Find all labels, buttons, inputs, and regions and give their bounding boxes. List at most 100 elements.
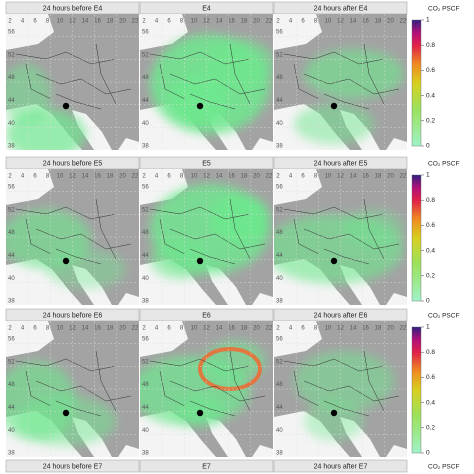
colorbar-tick-label: 0.2: [426, 425, 435, 432]
colorbar-tick-label: 0: [426, 450, 430, 457]
border: [363, 198, 385, 260]
sea: [274, 169, 322, 205]
lon-label: 20: [119, 174, 126, 180]
lon-label: 16: [362, 174, 369, 180]
sea: [206, 265, 246, 305]
colorbar: [411, 19, 422, 147]
lat-label: 56: [276, 185, 283, 191]
lon-label: 6: [33, 19, 37, 25]
border: [283, 206, 385, 220]
sea: [274, 14, 322, 50]
lon-label: 22: [132, 326, 139, 332]
border: [363, 43, 385, 105]
site-marker: [196, 257, 204, 265]
colorbar-label: CO₂ PSCF: [428, 313, 459, 320]
sea: [118, 293, 139, 305]
plume: [294, 351, 394, 441]
lat-label: 40: [8, 121, 15, 127]
lon-label: 18: [107, 174, 114, 180]
lon-label: 18: [375, 174, 382, 180]
map: 2 4 6 8 10 12 14 16 18 20 22 56 52 48 44 40 38: [274, 169, 407, 305]
lon-label: 16: [228, 19, 235, 25]
lat-label: 52: [142, 52, 149, 58]
border: [293, 218, 320, 255]
panel-title: E7: [202, 463, 211, 470]
lon-label: 20: [253, 174, 260, 180]
lon-label: 20: [387, 19, 394, 25]
lon-label: 10: [57, 326, 64, 332]
border: [55, 248, 102, 265]
lon-label: 18: [241, 326, 248, 332]
lon-label: 14: [82, 174, 89, 180]
lat-label: 52: [8, 52, 15, 58]
border: [229, 198, 251, 260]
lon-label: 16: [362, 19, 369, 25]
panel-title: 24 hours before E4: [43, 5, 103, 12]
lat-label: 38: [8, 299, 15, 305]
lon-label: 22: [132, 19, 139, 25]
lon-label: 10: [325, 174, 332, 180]
lon-label: 8: [46, 174, 50, 180]
lat-label: 56: [276, 337, 283, 343]
lon-label: 22: [266, 174, 273, 180]
border: [293, 370, 320, 407]
lat-label: 44: [8, 253, 15, 259]
lon-label: 2: [276, 326, 280, 332]
border: [55, 400, 102, 417]
plume-area: [304, 401, 364, 441]
lon-label: 2: [8, 326, 12, 332]
lat-label: 52: [142, 207, 149, 213]
lon-label: 18: [375, 19, 382, 25]
panel-title: E4: [202, 5, 211, 12]
colorbar-label: CO₂ PSCF: [428, 464, 459, 471]
lat-label: 40: [8, 428, 15, 434]
lon-label: 6: [167, 19, 171, 25]
lon-label: 12: [69, 174, 76, 180]
lon-label: 22: [266, 19, 273, 25]
lon-label: 2: [142, 326, 146, 332]
colorbar-tick-label: 0.8: [426, 197, 435, 204]
sea: [118, 138, 139, 150]
lon-label: 8: [314, 174, 318, 180]
panel-title: 24 hours after E7: [314, 463, 368, 470]
plume-area: [170, 74, 230, 124]
lon-label: 12: [337, 19, 344, 25]
lat-label: 44: [276, 253, 283, 259]
border: [159, 370, 186, 407]
colorbar-tick-label: 0.4: [426, 399, 435, 406]
border: [283, 51, 385, 65]
lat-label: 48: [276, 382, 283, 388]
colorbar-tick-label: 0.8: [426, 349, 435, 356]
site-marker: [62, 409, 70, 417]
colorbar: [411, 174, 422, 302]
panel-title-bar: [5, 459, 140, 473]
lat-label: 44: [276, 98, 283, 104]
lat-label: 44: [142, 405, 149, 411]
lon-label: 6: [301, 326, 305, 332]
plume-area: [344, 209, 404, 249]
site-marker: [196, 102, 204, 110]
lon-label: 20: [387, 326, 394, 332]
lat-label: 38: [276, 451, 283, 457]
lon-label: 18: [375, 326, 382, 332]
lon-label: 2: [8, 19, 12, 25]
sea: [386, 293, 407, 305]
border: [169, 380, 266, 402]
lon-label: 12: [337, 326, 344, 332]
lat-label: 48: [142, 230, 149, 236]
lon-label: 2: [8, 174, 12, 180]
plume-area: [205, 39, 273, 89]
lon-label: 8: [46, 19, 50, 25]
site-marker: [196, 409, 204, 417]
lon-label: 20: [387, 174, 394, 180]
lon-label: 14: [216, 19, 223, 25]
sea: [6, 14, 54, 50]
plume-area: [294, 104, 374, 144]
sea: [72, 110, 112, 150]
border: [189, 248, 236, 265]
lat-label: 38: [142, 144, 149, 150]
lat-label: 40: [276, 428, 283, 434]
colorbar-label: CO₂ PSCF: [428, 161, 459, 168]
lon-label: 16: [362, 326, 369, 332]
map: 2 4 6 8 10 12 14 16 18 20 22 56 52 48 44 40 38: [140, 321, 273, 457]
